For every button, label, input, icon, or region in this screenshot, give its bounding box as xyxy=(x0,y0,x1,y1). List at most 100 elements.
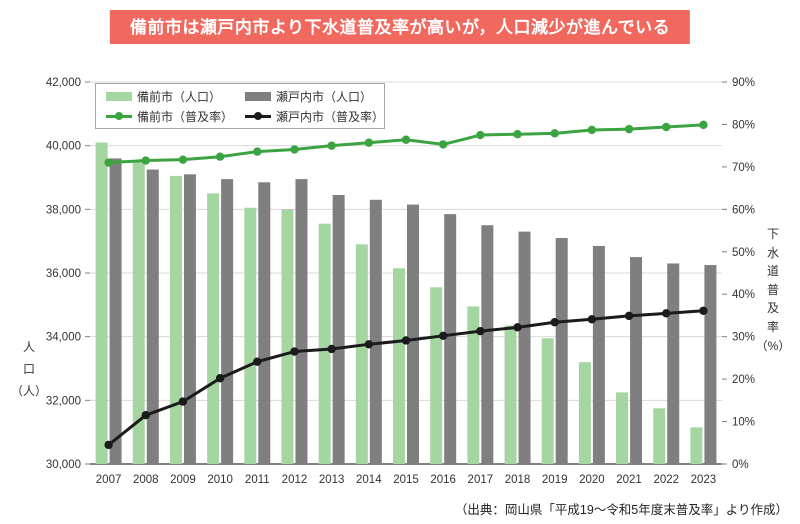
svg-text:2016: 2016 xyxy=(430,474,456,486)
chart-legend: 備前市（人口） 瀬戸内市（人口） 備前市（普及率） 瀬戸内市（普及率） xyxy=(95,83,385,129)
bar xyxy=(518,231,531,464)
data-point xyxy=(624,124,634,134)
svg-text:42,000: 42,000 xyxy=(46,77,81,89)
svg-text:50%: 50% xyxy=(732,247,755,259)
svg-text:38,000: 38,000 xyxy=(46,204,81,216)
data-point xyxy=(178,397,188,406)
bar xyxy=(183,174,196,465)
source-note: （出典：岡山県「平成19～令和5年度末普及率」より作成） xyxy=(454,503,788,517)
svg-text:34,000: 34,000 xyxy=(46,332,81,344)
svg-text:40,000: 40,000 xyxy=(46,141,81,153)
data-point xyxy=(624,311,634,321)
bar xyxy=(281,209,294,464)
svg-text:90%: 90% xyxy=(732,77,755,89)
bar xyxy=(169,175,182,465)
svg-text:2017: 2017 xyxy=(468,474,494,486)
bar xyxy=(667,263,680,464)
bar xyxy=(504,325,517,464)
legend-label: 瀬戸内市（普及率） xyxy=(275,109,384,124)
bar xyxy=(207,193,220,464)
data-point xyxy=(253,147,262,156)
svg-text:30%: 30% xyxy=(732,332,755,344)
legend-label: 備前市（人口） xyxy=(137,89,222,104)
data-point xyxy=(438,331,448,341)
chart-title-banner: 備前市は瀬戸内市より下水道普及率が高いが，人口減少が進んでいる xyxy=(109,10,691,44)
data-point xyxy=(290,145,299,154)
line-series-0 xyxy=(104,120,708,167)
data-point xyxy=(364,138,374,147)
data-point xyxy=(476,130,485,140)
data-point xyxy=(476,326,485,336)
data-point xyxy=(104,440,113,450)
svg-text:60%: 60% xyxy=(732,204,755,216)
x-axis-labels: 2007 2008 2009 2010 2011 2012 2013 2014 2015 2016… xyxy=(96,474,716,486)
bar-series-1 xyxy=(109,158,717,465)
bar xyxy=(444,214,457,464)
bar xyxy=(541,338,554,464)
data-point xyxy=(141,410,150,420)
svg-text:2015: 2015 xyxy=(393,474,419,486)
data-point xyxy=(253,357,262,366)
data-point xyxy=(215,374,225,383)
bar xyxy=(467,306,480,464)
bar xyxy=(616,392,629,464)
data-point xyxy=(327,141,336,150)
bar xyxy=(146,169,159,464)
setouchi-population-swatch-icon xyxy=(244,91,271,101)
svg-text:2008: 2008 xyxy=(133,474,159,486)
bar xyxy=(132,161,145,465)
svg-text:80%: 80% xyxy=(732,119,755,131)
bar xyxy=(369,199,382,465)
legend-item-setouchi-rate: 瀬戸内市（普及率） xyxy=(244,108,384,125)
legend-label: 備前市（普及率） xyxy=(137,109,234,124)
svg-text:40%: 40% xyxy=(732,289,755,301)
legend-item-setouchi-population: 瀬戸内市（人口） xyxy=(244,88,384,105)
data-point xyxy=(662,309,671,318)
svg-text:70%: 70% xyxy=(732,162,755,174)
bar xyxy=(95,142,108,464)
data-point xyxy=(513,130,522,139)
svg-text:2018: 2018 xyxy=(505,474,531,486)
svg-text:2023: 2023 xyxy=(691,474,717,486)
data-point xyxy=(587,315,597,324)
left-axis-title: 人 口 （人） xyxy=(10,340,47,399)
svg-text:2019: 2019 xyxy=(542,474,568,486)
axis-ticks-and-labels: 30,000 32,000 34,000 36,000 38,000 40,000 42,0… xyxy=(46,77,755,471)
data-point xyxy=(587,125,597,135)
data-point xyxy=(178,155,188,164)
bar xyxy=(481,225,494,464)
bar xyxy=(295,179,308,464)
bar xyxy=(653,408,666,464)
data-point xyxy=(104,158,113,167)
bar xyxy=(690,427,703,464)
svg-text:2014: 2014 xyxy=(356,474,382,486)
svg-text:2012: 2012 xyxy=(282,474,308,486)
svg-text:10%: 10% xyxy=(732,417,755,429)
bar xyxy=(555,237,568,464)
data-point xyxy=(401,135,411,144)
bar xyxy=(244,207,257,464)
bar xyxy=(592,245,605,464)
data-point xyxy=(141,156,150,165)
bar xyxy=(258,182,271,464)
data-point xyxy=(513,323,522,332)
bar xyxy=(630,257,643,464)
svg-text:2011: 2011 xyxy=(245,474,270,486)
bar xyxy=(407,204,419,464)
bar xyxy=(318,223,331,464)
bar xyxy=(393,268,405,464)
svg-text:20%: 20% xyxy=(732,374,755,386)
svg-text:2007: 2007 xyxy=(96,474,122,486)
right-axis-title: 下 水 道 普 及 率 （%） xyxy=(755,227,791,353)
legend-item-bizen-rate: 備前市（普及率） xyxy=(106,108,245,125)
bar xyxy=(332,195,345,464)
svg-text:32,000: 32,000 xyxy=(46,395,81,407)
bar-series-0 xyxy=(95,142,703,465)
svg-text:2013: 2013 xyxy=(319,474,345,486)
data-point xyxy=(699,306,708,315)
bar xyxy=(355,244,368,464)
legend-item-bizen-population: 備前市（人口） xyxy=(106,88,245,105)
svg-text:36,000: 36,000 xyxy=(46,268,81,280)
